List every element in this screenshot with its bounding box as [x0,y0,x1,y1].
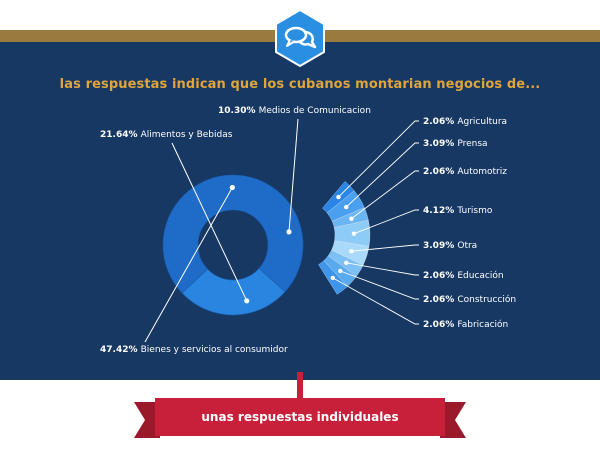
chart-panel [0,42,600,380]
slice-agricultura-leader [338,120,419,198]
chat-badge [270,8,330,68]
slice-bienes-y-servicios-al-consumidor [162,174,304,294]
slice-construccion-label: 2.06% Construcción [423,294,516,305]
chat-bubbles-icon [275,8,325,68]
slice-medios-de-comunicacion-leader [288,118,299,232]
slice-automotriz-leader [351,170,419,220]
banner-label: unas respuestas individuales [201,410,399,424]
chart-slices [162,174,371,316]
slice-construccion-leader [340,270,419,300]
slice-bienes-y-servicios-al-consumidor-leader [144,187,233,343]
slice-medios-de-comunicacion-label: 10.30% Medios de Comunicacion [218,106,371,116]
slice-construccion-marker [338,268,343,274]
slice-turismo-label: 4.12% Turismo [423,206,493,216]
slice-educacion-marker [344,260,349,266]
slice-prensa-label: 3.09% Prensa [423,139,488,149]
banner-ribbon [155,398,445,436]
chart-leader-lines [144,118,419,343]
slice-alimentos-y-bebidas-label: 21.64% Alimentos y Bebidas [100,130,233,140]
slice-agricultura-label: 2.06% Agricultura [423,117,507,127]
chart-title: las respuestas indican que los cubanos m… [59,77,541,92]
banner-right-tail [440,402,466,438]
banner-left-tail [134,402,160,438]
slice-prensa-leader [345,142,419,208]
slice-educacion-label: 2.06% Educación [423,270,504,281]
slice-otra-leader [351,244,419,252]
slice-alimentos-y-bebidas-leader [171,142,248,302]
footer-banner [134,372,466,438]
slice-otra-marker [349,249,354,254]
slice-fabricacion-marker [330,275,335,281]
slice-fabricacion-label: 2.06% Fabricación [423,319,508,330]
chart-labels: 10.30% Medios de Comunicacion 21.64% Alim… [100,106,516,355]
slice-automotriz-label: 2.06% Automotriz [423,167,507,177]
slice-otra-label: 3.09% Otra [423,241,477,251]
slice-bienes-y-servicios-al-consumidor-label: 47.42% Bienes y servicios al consumidor [100,345,288,355]
slice-turismo-leader [353,209,419,235]
slice-educacion-leader [346,262,419,276]
slice-fabricacion-leader [332,277,419,325]
